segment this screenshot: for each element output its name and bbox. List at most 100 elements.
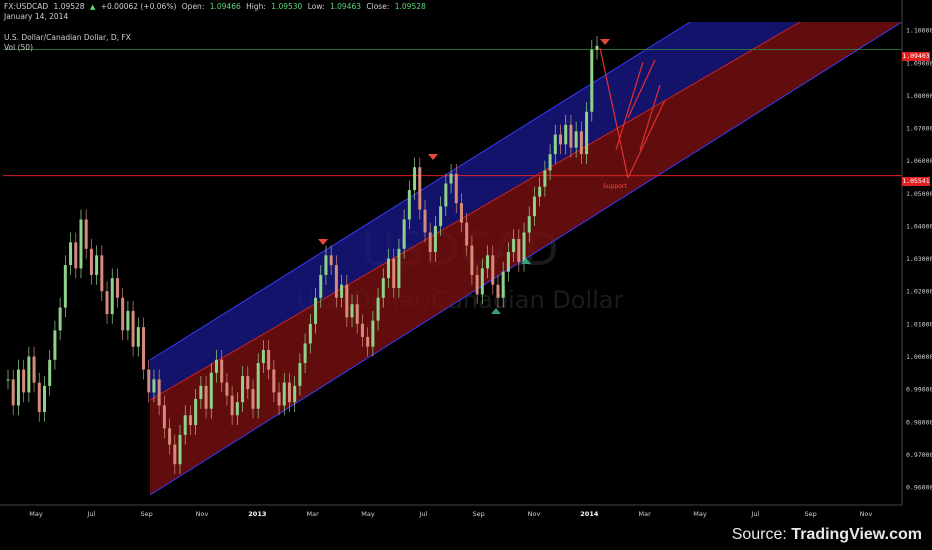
candle-body [491, 255, 495, 285]
candle-body [235, 402, 239, 416]
candle-body [350, 304, 354, 318]
candle-body [423, 209, 427, 233]
candle-body [444, 183, 448, 207]
candle-body [22, 369, 26, 393]
y-tick-label: 1.03000 [906, 255, 932, 263]
last-price: 1.09528 [53, 2, 85, 11]
date-label: January 14, 2014 [4, 12, 69, 21]
candle-body [241, 376, 245, 403]
down-arrow-1 [318, 239, 328, 245]
symbol-label[interactable]: FX:USDCAD [4, 2, 49, 11]
candle-body [402, 219, 406, 249]
candle-body [574, 131, 578, 148]
candle-body [543, 170, 547, 187]
candle-body [178, 434, 182, 465]
candle-body [579, 131, 583, 155]
source-credit[interactable]: Source: TradingView.com [732, 526, 922, 544]
candle-body [418, 167, 422, 210]
candle-body [559, 134, 563, 145]
candle-body [527, 216, 531, 233]
candle-body [345, 284, 349, 318]
symbol-quote-bar: FX:USDCAD 1.09528 ▲ +0.00062 (+0.06%) Op… [4, 2, 429, 11]
candle-body [475, 274, 479, 295]
candle-body [115, 278, 119, 298]
candle-body [63, 265, 67, 308]
candle-body [538, 186, 542, 197]
candle-body [480, 268, 484, 295]
candle-body [293, 385, 297, 403]
candle-body [595, 45, 599, 50]
candle-body [298, 363, 302, 386]
x-tick-label: Nov [528, 510, 541, 518]
candle-body [371, 320, 375, 347]
candle-body [407, 190, 411, 220]
y-tick-label: 1.08000 [906, 92, 932, 100]
candle-body [277, 392, 281, 406]
candle-body [449, 173, 453, 184]
x-tick-label: May [29, 510, 43, 518]
x-tick-label: Mar [307, 510, 320, 518]
candle-body [246, 376, 250, 390]
candle-body [42, 385, 46, 412]
source-brand: TradingView.com [791, 526, 922, 543]
candle-body [314, 297, 318, 324]
candle-body [6, 379, 10, 381]
candle-body [506, 252, 510, 272]
close-value: 1.09528 [394, 2, 426, 11]
x-tick-label: Sep [805, 510, 817, 518]
projection-down [599, 47, 629, 179]
candle-body [360, 323, 364, 337]
down-arrow-2 [428, 154, 438, 160]
candle-body [465, 222, 469, 246]
candle-body [517, 239, 521, 262]
candle-body [355, 304, 359, 324]
candle-body [553, 134, 557, 155]
low-value: 1.09463 [329, 2, 361, 11]
candle-body [27, 356, 31, 393]
y-tick-label: 1.00000 [906, 353, 932, 361]
candle-body [194, 398, 198, 426]
candle-body [569, 124, 573, 148]
x-tick-label: May [693, 510, 707, 518]
candle-body [48, 359, 52, 386]
volume-indicator[interactable]: Vol (50) [4, 43, 34, 52]
x-tick-label: Sep [473, 510, 485, 518]
y-tick-label: 0.98000 [906, 418, 932, 426]
candle-body [413, 167, 417, 191]
candle-body [470, 245, 474, 275]
candle-body [136, 327, 140, 347]
candle-body [256, 363, 260, 409]
candle-body [126, 310, 130, 331]
x-tick-label: Sep [141, 510, 153, 518]
candle-body [225, 382, 229, 396]
candle-body [585, 111, 589, 155]
candle-body [147, 369, 151, 393]
candle-body [95, 255, 99, 275]
x-tick-label: Jul [418, 510, 427, 518]
candle-body [220, 359, 224, 383]
candle-body [282, 382, 286, 406]
candle-body [105, 291, 109, 315]
candle-body [173, 444, 177, 465]
candle-body [397, 248, 401, 288]
candle-body [366, 336, 370, 347]
candle-body [564, 124, 568, 145]
candle-body [32, 356, 36, 383]
projection-up-3 [627, 59, 656, 119]
support-price-tag: 1.05541 [902, 177, 930, 186]
candle-body [387, 258, 391, 279]
candle-body [454, 173, 458, 204]
candle-body [79, 219, 83, 269]
up-arrow-2 [521, 258, 531, 264]
candle-body [308, 323, 312, 344]
projection-up-4 [639, 84, 661, 151]
high-label: High: [246, 2, 266, 11]
channel-mid-line [149, 21, 801, 401]
support-annotation: Support [603, 183, 627, 190]
candle-body [230, 395, 234, 416]
x-tick-label: 2013 [248, 510, 266, 518]
y-tick-label: 1.02000 [906, 288, 932, 296]
candle-body [486, 255, 490, 269]
candle-body [53, 330, 57, 360]
candle-body [37, 382, 41, 412]
